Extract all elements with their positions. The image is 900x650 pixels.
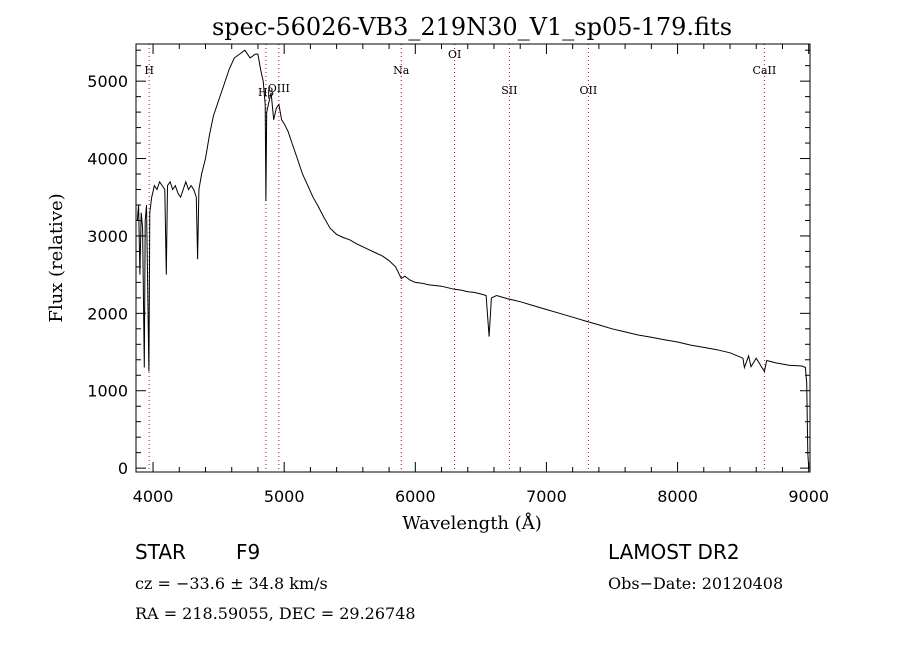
obs-date-text: Obs−Date: 20120408 [608, 574, 784, 593]
y-tick-label: 4000 [87, 150, 128, 169]
x-axis-label: Wavelength (Å) [402, 512, 542, 534]
axis-ticks-layer: 4000 5000 6000 7000 8000 9000 0 1000 2000 3000 400… [87, 44, 829, 506]
spectral-line-label: H [144, 64, 154, 77]
spectral-line-label: Na [393, 64, 410, 77]
y-tick-label: 5000 [87, 72, 128, 91]
spectrum-series-line [136, 49, 810, 469]
y-tick-label: 0 [118, 459, 128, 478]
y-tick-label: 2000 [87, 304, 128, 323]
x-tick-label: 4000 [133, 487, 174, 506]
y-tick-label: 3000 [87, 227, 128, 246]
plot-frame [135, 43, 811, 473]
redshift-text: cz = −33.6 ± 34.8 km/s [135, 574, 328, 593]
x-tick-label: 7000 [526, 487, 567, 506]
spectral-line-label: OI [448, 48, 461, 61]
x-tick-label: 6000 [395, 487, 436, 506]
spectral-class-label: F9 [236, 540, 261, 564]
spectral-line-label: OII [580, 84, 598, 97]
y-tick-label: 1000 [87, 382, 128, 401]
chart-title: spec-56026-VB3_219N30_V1_sp05-179.fits [212, 13, 732, 41]
spectral-line-label: SII [501, 84, 517, 97]
x-tick-label: 9000 [788, 487, 829, 506]
survey-label: LAMOST DR2 [608, 540, 740, 564]
y-axis-label: Flux (relative) [46, 193, 67, 322]
x-tick-label: 8000 [657, 487, 698, 506]
object-type-label: STAR [135, 540, 186, 564]
spectral-line-label: OIII [268, 82, 290, 95]
coordinates-text: RA = 218.59055, DEC = 29.26748 [135, 604, 416, 623]
spectral-line-label: CaII [753, 64, 777, 77]
x-tick-label: 5000 [264, 487, 305, 506]
